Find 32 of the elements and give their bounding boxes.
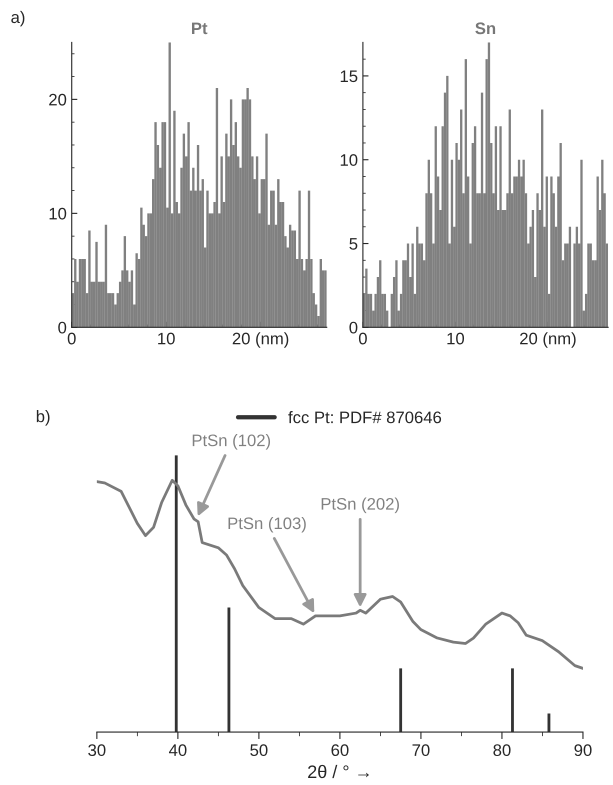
chart-title: Pt [192,22,208,34]
bar [548,713,550,732]
bar [511,668,514,732]
chart-title: Sn [475,22,496,34]
annotation: PtSn (103) [228,516,306,532]
x-tick-label: 30 [88,744,106,756]
y-tick-label: 0 [58,322,66,334]
x-axis-title: 2θ / ° → [308,764,369,778]
y-tick-label: 20 [49,94,66,106]
x-tick-label: 20 (nm) [232,332,288,348]
x-tick-label: 90 [574,744,592,756]
y-tick-label: 10 [340,154,358,166]
y-tick-label: 0 [349,322,358,334]
annotation: PtSn (102) [192,434,270,450]
x-tick-label: 20 (nm) [520,332,576,348]
x-tick-label: 0 [68,332,76,344]
bar [227,608,230,732]
annotation: PtSn (202) [322,498,399,514]
x-tick-label: 60 [331,744,349,756]
legend-label: fcc Pt: PDF# 870646 [288,411,442,424]
x-tick-label: 80 [493,744,511,756]
y-tick-label: 5 [349,238,358,250]
x-tick-label: 40 [168,744,186,756]
x-tick-label: 70 [412,744,430,756]
x-tick-label: 50 [250,744,268,756]
x-tick-label: 10 [447,332,464,344]
text: a) [11,10,24,26]
x-tick-label: 10 [158,332,175,344]
y-tick-label: 15 [340,70,358,82]
x-tick-label: 0 [358,332,367,344]
text: b) [36,410,50,426]
y-tick-label: 10 [50,208,66,220]
